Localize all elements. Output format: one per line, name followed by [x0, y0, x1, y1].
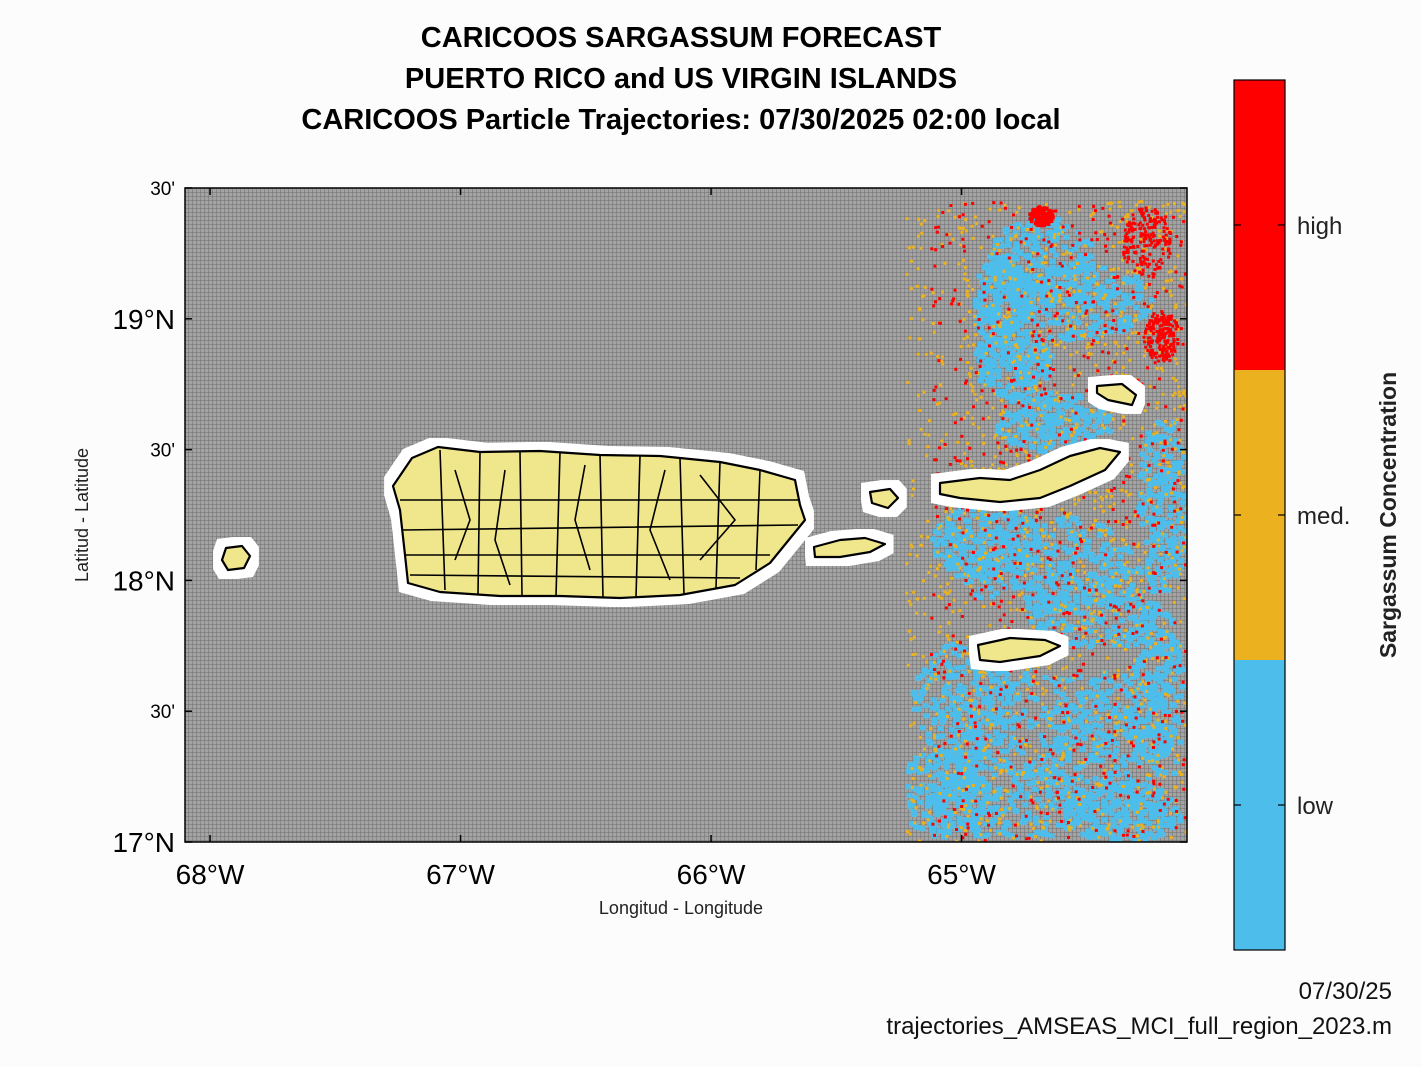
culebra-island	[868, 487, 900, 510]
municipal-boundaries	[400, 449, 800, 598]
x-tick-label-0: 68°W	[176, 859, 245, 890]
y-tick-label-1: 19°N	[112, 304, 175, 335]
x-axis-title: Longitud - Longitude	[599, 898, 763, 918]
colorbar-label-high: high	[1297, 213, 1342, 240]
colorbar-segment-high	[1234, 80, 1285, 370]
mona-island	[220, 544, 252, 572]
colorbar-segment-low	[1234, 660, 1285, 950]
land-layer	[220, 382, 1138, 664]
colorbar: high med. low	[1233, 79, 1350, 951]
colorbar-label-med: med.	[1297, 503, 1350, 530]
colorbar-segment-med	[1234, 370, 1285, 660]
footer-date: 07/30/25	[1298, 978, 1392, 1005]
st-croix-island	[976, 636, 1062, 664]
y-tick-label-4: 30'	[150, 702, 175, 723]
colorbar-label-low: low	[1297, 793, 1334, 820]
plot-frame	[184, 187, 1188, 843]
vieques-island	[812, 536, 887, 559]
x-tick-label-2: 66°W	[677, 859, 746, 890]
puerto-rico-island	[391, 445, 807, 600]
map-title-line1: CARICOOS SARGASSUM FORECAST	[420, 22, 942, 54]
map-title-line2: PUERTO RICO and US VIRGIN ISLANDS	[404, 63, 958, 95]
y-tick-label-5: 17°N	[112, 827, 175, 858]
y-tick-label-3: 18°N	[112, 565, 175, 596]
st-thomas-st-john-islands	[938, 446, 1122, 504]
map-title-line3: CARICOOS Particle Trajectories: 07/30/20…	[301, 104, 1061, 136]
footer-script-name: trajectories_AMSEAS_MCI_full_region_2023…	[886, 1013, 1392, 1040]
x-tick-label-1: 67°W	[426, 859, 495, 890]
y-tick-label-2: 30'	[150, 441, 175, 462]
anegada-island	[1095, 382, 1138, 407]
axis-ticks: 30' 19°N 30' 18°N 30' 17°N68°W 67°W 66°W 65°W	[112, 179, 1187, 890]
colorbar-title: Sargassum Concentration	[1375, 372, 1401, 658]
y-tick-label-0: 30'	[150, 179, 175, 200]
x-tick-label-3: 65°W	[927, 859, 996, 890]
y-axis-title: Latitud - Latitude	[72, 448, 92, 582]
